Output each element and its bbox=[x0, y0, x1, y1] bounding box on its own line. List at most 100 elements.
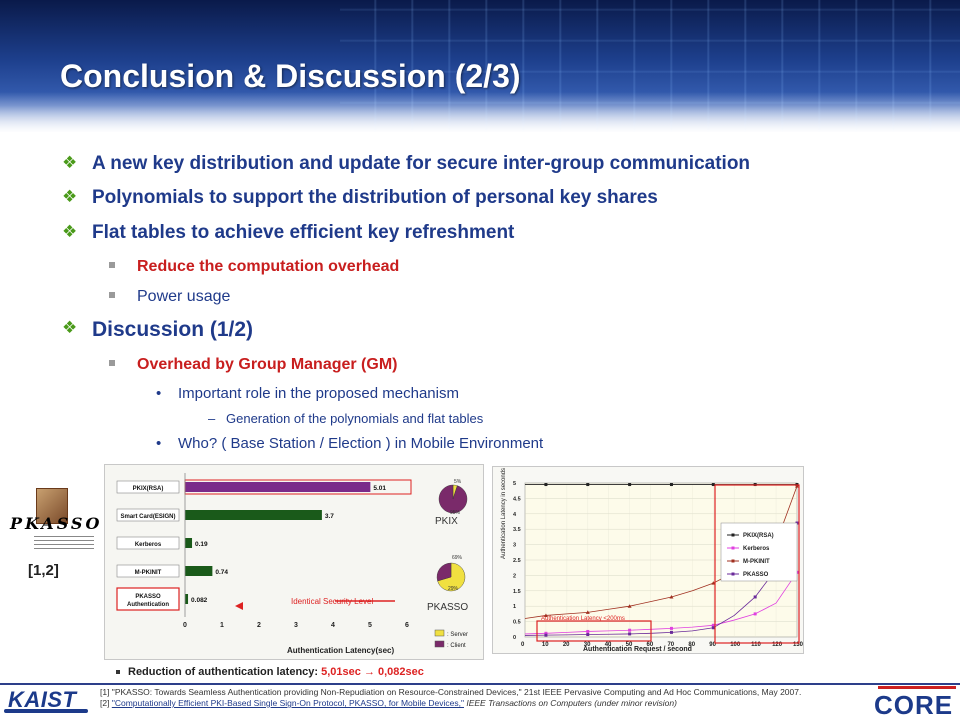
square-bullet-icon bbox=[109, 360, 115, 366]
diamond-bullet-icon: ❖ bbox=[62, 187, 78, 206]
line-point bbox=[669, 483, 673, 487]
line-x-tick-label: 10 bbox=[542, 642, 549, 648]
line-point bbox=[544, 631, 548, 635]
line-y-tick-label: 4 bbox=[513, 512, 517, 518]
square-bullet-icon bbox=[109, 262, 115, 268]
reference-marker: [1,2] bbox=[28, 562, 59, 579]
footer bbox=[0, 683, 960, 720]
reference-2: [2] "Computationally Efficient PKI-Based… bbox=[100, 698, 677, 708]
bar-mark bbox=[185, 510, 322, 520]
bar-category-label: Authentication bbox=[127, 602, 169, 608]
line-point bbox=[585, 610, 590, 614]
latency-figure-panel: PKIX(RSA) 5.01 Smart Card(ESIGN) 3.7 Kerbero… bbox=[104, 464, 484, 660]
pie-pkasso-slice bbox=[437, 562, 466, 592]
legend-server-swatch bbox=[434, 629, 445, 637]
bar-value-label: 5.01 bbox=[373, 485, 386, 492]
pie-pkasso-slice bbox=[436, 562, 452, 582]
bar-category-label: PKASSO bbox=[135, 594, 161, 600]
line-x-tick-label: 80 bbox=[688, 642, 695, 648]
line-series-kerberos bbox=[524, 572, 798, 635]
line-point bbox=[669, 630, 673, 634]
line-point bbox=[544, 483, 548, 487]
line-point bbox=[711, 623, 715, 627]
latency-bar-chart: PKIX(RSA) 5.01 Smart Card(ESIGN) 3.7 Kerbero… bbox=[116, 473, 468, 655]
bullet-level1: ❖ Flat tables to achieve efficient key r… bbox=[62, 222, 515, 243]
line-legend-label: PKIX(RSA) bbox=[743, 533, 774, 539]
line-point bbox=[627, 604, 632, 608]
reference-1: [1] "PKASSO: Towards Seamless Authentica… bbox=[100, 687, 802, 697]
bar-category-box bbox=[116, 508, 180, 522]
latency-line-chart-panel: 0 0.5 1 1.5 2 2.5 3 3.5 4 4.5 5 0 10 20 30 40 50 60 70 80 90… bbox=[492, 466, 804, 654]
line-y-tick-label: 3.5 bbox=[513, 527, 521, 533]
line-y-tick-label: 0 bbox=[513, 635, 516, 641]
line-x-tick-label: 40 bbox=[605, 642, 612, 648]
line-x-tick-label: 30 bbox=[584, 642, 591, 648]
slide-title: Conclusion & Discussion (2/3) bbox=[60, 58, 521, 94]
bar-category-box bbox=[116, 587, 180, 611]
arrow-left-icon bbox=[235, 602, 243, 610]
line-point bbox=[669, 626, 673, 630]
line-legend-label: PKASSO bbox=[743, 572, 769, 578]
line-y-tick-label: 4.5 bbox=[513, 496, 521, 502]
bar-value-label: 3.7 bbox=[325, 513, 334, 520]
line-y-tick-label: 0.5 bbox=[513, 620, 521, 626]
line-point bbox=[669, 594, 674, 599]
line-point bbox=[711, 626, 715, 630]
line-point bbox=[544, 633, 548, 637]
pie-pkasso-bottom-label: 29% bbox=[448, 586, 459, 592]
identical-security-annotation: Identical Security Level bbox=[291, 597, 373, 606]
pie-charts bbox=[436, 484, 468, 592]
legend-client-label: : Client bbox=[447, 643, 466, 649]
line-point bbox=[795, 484, 799, 488]
latency-reduction-caption: Reduction of authentication latency: 5,0… bbox=[116, 666, 424, 678]
auth-latency-annotation: Authentication Latency <200ms bbox=[541, 616, 625, 622]
line-point bbox=[628, 628, 632, 632]
bullet-level1: ❖ Polynomials to support the distributio… bbox=[62, 187, 658, 208]
core-logo: CORE bbox=[872, 686, 956, 720]
bullet-level2: Reduce the computation overhead bbox=[109, 258, 399, 276]
line-legend-label: Kerberos bbox=[743, 546, 770, 552]
dot-bullet-icon: • bbox=[156, 385, 162, 402]
bar-value-label: 0.082 bbox=[191, 597, 208, 604]
bar-mark bbox=[185, 594, 189, 604]
legend-client-swatch bbox=[434, 640, 445, 648]
pie-pkix-slice bbox=[438, 484, 468, 514]
highlight-box-low bbox=[536, 620, 652, 642]
line-x-tick-label: 20 bbox=[563, 642, 570, 648]
bar-mark bbox=[185, 566, 213, 576]
latency-line-chart: 00.511.522.533.544.550 10 20 30 40 50 60 70 80 90… bbox=[501, 468, 804, 653]
bullet-level4: – Generation of the polynomials and flat… bbox=[208, 411, 484, 426]
line-x-tick-label: 90 bbox=[709, 642, 716, 648]
bar-mark bbox=[185, 538, 193, 548]
diamond-bullet-icon: ❖ bbox=[62, 318, 78, 337]
line-y-tick-label: 1.5 bbox=[513, 589, 521, 595]
line-point bbox=[628, 483, 632, 487]
line-point bbox=[543, 613, 548, 617]
bullet-level1: ❖ A new key distribution and update for … bbox=[62, 153, 751, 174]
pkasso-logo-word: PKASSO bbox=[10, 514, 103, 533]
reference-2-link[interactable]: "Computationally Efficient PKI-Based Sin… bbox=[111, 698, 464, 708]
pkasso-logo: PKASSO bbox=[8, 484, 104, 554]
line-point bbox=[586, 629, 590, 633]
line-x-tick-label: 50 bbox=[626, 642, 633, 648]
bullet-level3: • Important role in the proposed mechani… bbox=[156, 385, 459, 402]
line-legend: PKIX(RSA) Kerberos M-PKINIT PKASSO bbox=[720, 522, 798, 582]
line-point bbox=[711, 581, 716, 585]
dash-bullet-icon: – bbox=[208, 411, 216, 426]
bar-category-box bbox=[116, 536, 180, 550]
diamond-bullet-icon: ❖ bbox=[62, 222, 78, 241]
line-y-tick-label: 3 bbox=[513, 543, 516, 549]
line-series-pkasso bbox=[524, 522, 798, 636]
line-point bbox=[586, 633, 590, 637]
line-x-tick-label: 100 bbox=[730, 642, 741, 648]
kaist-logo: KAIST bbox=[4, 687, 92, 715]
line-point bbox=[753, 595, 757, 599]
line-x-tick-label: 130 bbox=[793, 642, 804, 648]
bar-category-label: M-PKINIT bbox=[135, 570, 162, 576]
pie-pkix-label: PKIX bbox=[435, 516, 458, 527]
bar-category-box bbox=[116, 564, 180, 578]
bullet-level2: Overhead by Group Manager (GM) bbox=[109, 356, 397, 374]
pie-pkix-bottom-label: 95% bbox=[450, 510, 461, 516]
bar-value-label: 0.74 bbox=[215, 569, 228, 576]
legend-server-label: : Server bbox=[447, 632, 468, 638]
